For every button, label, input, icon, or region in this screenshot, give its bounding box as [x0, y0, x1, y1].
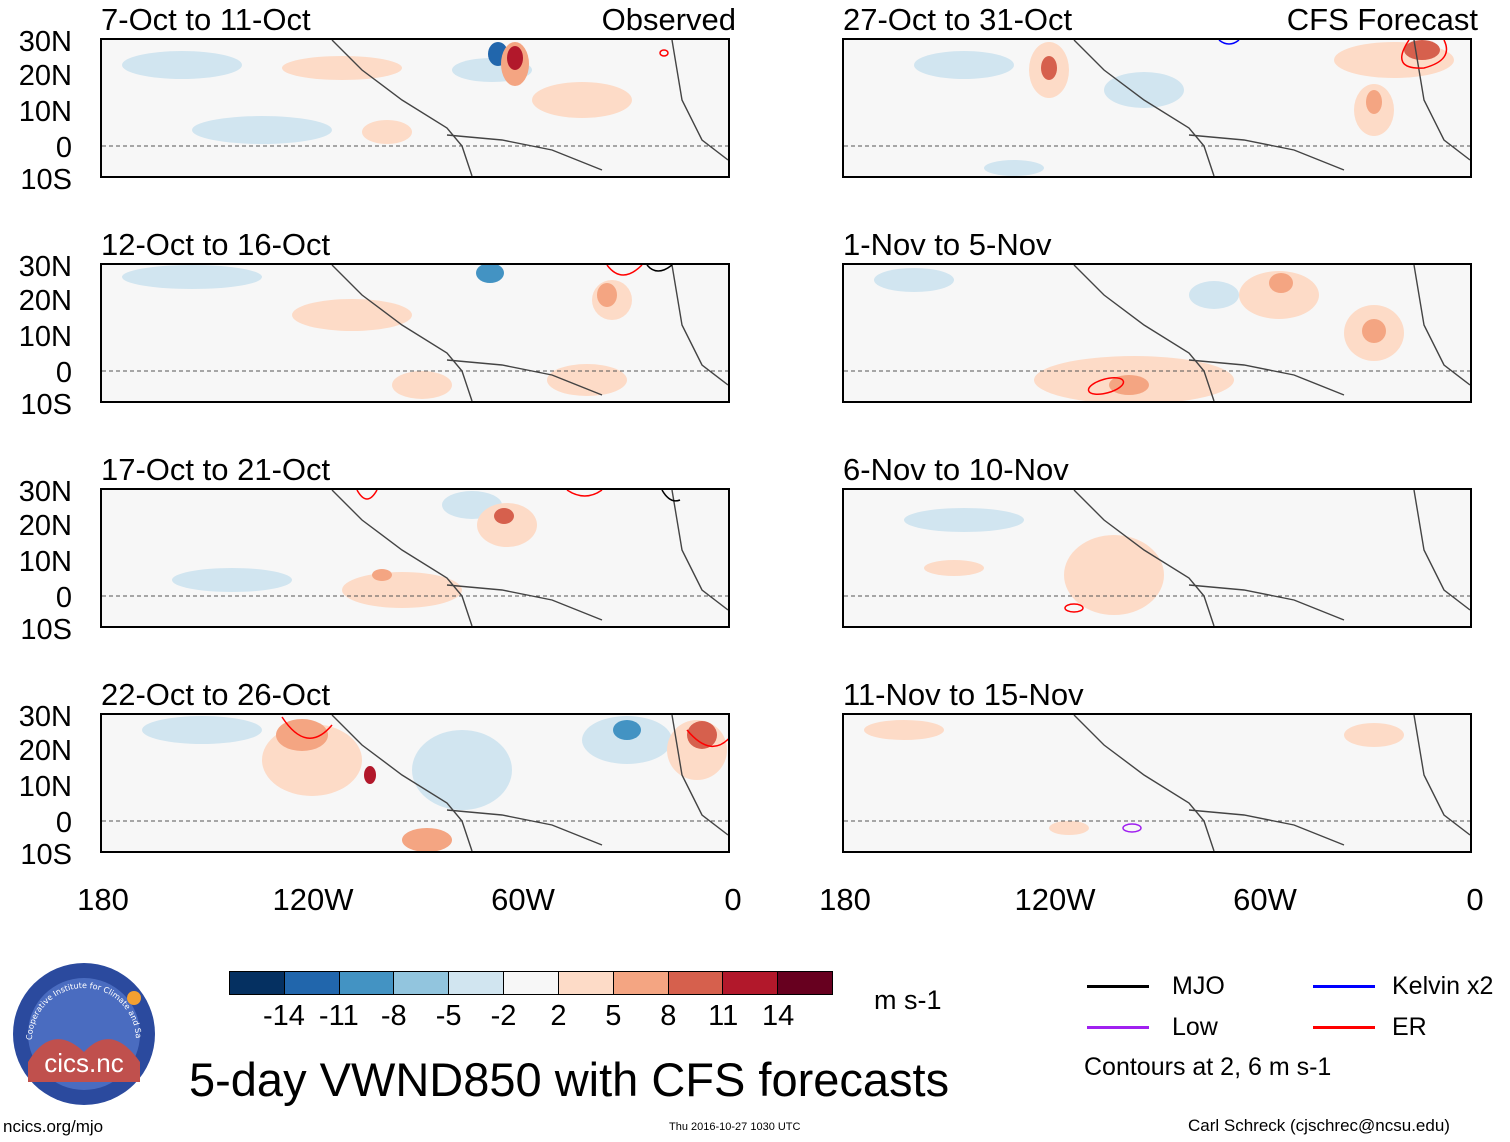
anomaly-map	[102, 715, 728, 851]
colorbar-swatch	[613, 972, 669, 994]
panel-title-6: 1-Nov to 5-Nov	[843, 227, 1052, 262]
colorbar-tick: -8	[380, 1000, 407, 1032]
svg-text:cics.nc: cics.nc	[44, 1048, 123, 1078]
lon-label: 120W	[272, 882, 354, 917]
colorbar-tick: -2	[490, 1000, 517, 1032]
lat-label: 10S	[20, 389, 72, 421]
colorbar-swatch	[504, 972, 559, 994]
colorbar-swatch	[778, 972, 832, 994]
lat-label: 10N	[18, 771, 72, 803]
map-panel-6	[842, 263, 1472, 403]
legend-label-kelvin: Kelvin x2	[1392, 972, 1494, 1000]
lat-label: 0	[55, 582, 72, 614]
anomaly-map	[844, 265, 1470, 401]
main-title: 5-day VWND850 with CFS forecasts	[189, 1053, 950, 1106]
colorbar-swatch	[339, 972, 395, 994]
legend-line-low	[1087, 1026, 1149, 1029]
lat-label: 20N	[18, 510, 72, 542]
colorbar-swatch	[449, 972, 505, 994]
footer-author: Carl Schreck (cjschrec@ncsu.edu)	[1188, 1116, 1450, 1135]
anomaly-map	[844, 40, 1470, 176]
cfs-forecast-label: CFS Forecast	[1286, 2, 1478, 37]
colorbar	[229, 971, 833, 995]
lon-label: 60W	[1233, 882, 1297, 917]
lat-label: 10S	[20, 839, 72, 871]
lat-label: 30N	[18, 476, 72, 508]
contours-note: Contours at 2, 6 m s-1	[1084, 1053, 1332, 1081]
lon-label: 120W	[1014, 882, 1096, 917]
panel-title-3: 17-Oct to 21-Oct	[101, 452, 331, 487]
map-panel-3	[100, 488, 730, 628]
anomaly-map	[102, 265, 728, 401]
colorbar-tick: 2	[550, 1000, 567, 1032]
colorbar-tick: 5	[605, 1000, 622, 1032]
lat-label: 20N	[18, 285, 72, 317]
panel-title-7: 6-Nov to 10-Nov	[843, 452, 1069, 487]
map-panel-7	[842, 488, 1472, 628]
legend-label-er: ER	[1392, 1013, 1427, 1041]
lon-label: 180	[77, 882, 129, 917]
lat-label: 20N	[18, 60, 72, 92]
colorbar-swatch	[668, 972, 724, 994]
lat-label: 0	[55, 132, 72, 164]
lat-label: 30N	[18, 251, 72, 283]
panel-title-4: 22-Oct to 26-Oct	[101, 677, 331, 712]
colorbar-tick: -11	[318, 1000, 359, 1032]
map-panel-5	[842, 38, 1472, 178]
panel-title-2: 12-Oct to 16-Oct	[101, 227, 331, 262]
anomaly-map	[844, 490, 1470, 626]
legend-label-mjo: MJO	[1172, 972, 1225, 1000]
colorbar-tick: 8	[660, 1000, 677, 1032]
footer-site[interactable]: ncics.org/mjo	[3, 1117, 104, 1136]
anomaly-map	[102, 490, 728, 626]
lat-label: 10S	[20, 614, 72, 646]
lat-label: 30N	[18, 26, 72, 58]
map-panel-8	[842, 713, 1472, 853]
map-panel-2	[100, 263, 730, 403]
colorbar-tick: 11	[708, 1000, 739, 1032]
anomaly-map	[844, 715, 1470, 851]
legend-label-low: Low	[1172, 1013, 1218, 1041]
lat-label: 10N	[18, 96, 72, 128]
lat-label: 20N	[18, 735, 72, 767]
legend-line-er	[1313, 1026, 1375, 1029]
cics-logo: Cooperative Institute for Climate and Sa…	[12, 962, 155, 1105]
colorbar-tick: -5	[435, 1000, 462, 1032]
lat-label: 30N	[18, 701, 72, 733]
units-label: m s-1	[874, 985, 942, 1015]
colorbar-swatch	[394, 972, 450, 994]
colorbar-tick: -14	[262, 1000, 305, 1032]
legend-line-mjo	[1087, 985, 1149, 988]
lat-label: 10N	[18, 546, 72, 578]
lat-label: 10S	[20, 164, 72, 196]
colorbar-swatch	[230, 972, 285, 994]
panel-title-5: 27-Oct to 31-Oct	[843, 2, 1073, 37]
colorbar-tick: 14	[761, 1000, 795, 1032]
lat-label: 10N	[18, 321, 72, 353]
lon-label: 60W	[491, 882, 555, 917]
observed-label: Observed	[601, 2, 736, 37]
panel-title-1: 7-Oct to 11-Oct	[101, 2, 311, 37]
colorbar-swatch	[558, 972, 614, 994]
map-panel-1	[100, 38, 730, 178]
footer-timestamp: Thu 2016-10-27 1030 UTC	[669, 1121, 801, 1133]
panel-title-8: 11-Nov to 15-Nov	[843, 677, 1084, 712]
lat-label: 0	[55, 357, 72, 389]
lat-label: 0	[55, 807, 72, 839]
colorbar-swatch	[284, 972, 340, 994]
colorbar-swatch	[723, 972, 779, 994]
lon-label: 0	[1466, 882, 1484, 917]
lon-label: 180	[819, 882, 871, 917]
map-panel-4	[100, 713, 730, 853]
legend-line-kelvin	[1313, 985, 1375, 988]
lon-label: 0	[724, 882, 742, 917]
anomaly-map	[102, 40, 728, 176]
